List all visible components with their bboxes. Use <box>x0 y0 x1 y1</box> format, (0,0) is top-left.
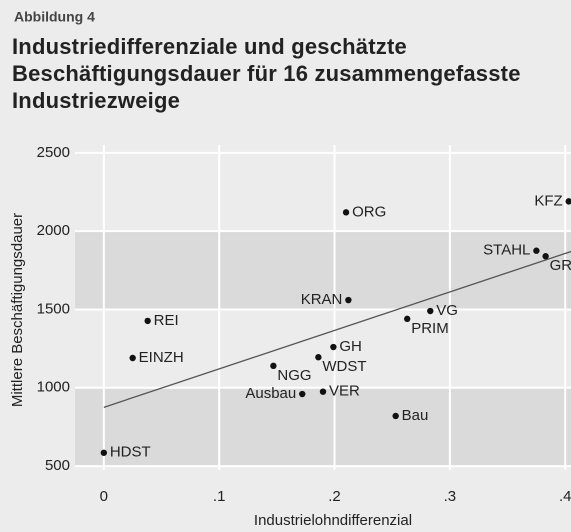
plot-area: 500 1000 1500 2000 2500 0 .1 .2 .3 .4 HDST EINZH REI… <box>37 144 571 505</box>
point-label: HDST <box>110 444 151 461</box>
point-label: GRP <box>550 257 571 274</box>
point-label: VG <box>436 302 458 319</box>
chart-title: Beschäftigungsdauer für 16 zusammengefas… <box>12 61 521 86</box>
point <box>342 209 350 216</box>
trend-line <box>103 250 571 408</box>
point-label: KFZ <box>534 192 562 209</box>
point-label: Ausbau <box>245 385 296 402</box>
point-label: GH <box>339 338 362 355</box>
point <box>330 343 337 351</box>
point-label: WDST <box>322 358 366 375</box>
x-axis-label: Industrielohndifferenzial <box>254 512 412 529</box>
x-tick-label: .2 <box>328 488 341 505</box>
point <box>404 315 411 323</box>
chart-title: Industriedifferenziale und geschätzte <box>12 34 407 59</box>
point <box>299 390 306 398</box>
x-tick-label: .3 <box>444 488 457 505</box>
point <box>100 449 108 456</box>
point-label: PRIM <box>411 320 449 337</box>
point <box>129 354 136 362</box>
chart-title: Industriezweige <box>12 88 180 113</box>
point <box>392 412 399 420</box>
point-label: ORG <box>352 203 386 220</box>
y-tick-label: 1500 <box>37 300 70 317</box>
point <box>345 296 352 304</box>
point <box>565 198 571 205</box>
point-label: STAHL <box>483 242 530 259</box>
point-label: Bau <box>402 407 429 424</box>
y-axis-label: Mittlere Beschäftigungsdauer <box>9 213 26 407</box>
y-tick-label: 500 <box>45 457 70 474</box>
point <box>542 253 549 260</box>
x-tick-label: .1 <box>213 488 226 505</box>
y-tick-label: 2500 <box>37 144 70 161</box>
x-tick-label: .4 <box>559 488 571 505</box>
point-label: NGG <box>277 367 311 384</box>
point <box>270 362 277 370</box>
supertitle: Abbildung 4 <box>14 9 95 25</box>
band <box>75 387 571 467</box>
y-tick-label: 1000 <box>37 379 70 396</box>
point-label: VER <box>329 383 360 400</box>
y-tick-label: 2000 <box>37 222 70 239</box>
point-label: EINZH <box>139 349 184 366</box>
x-tick-label: 0 <box>100 488 108 505</box>
point <box>144 317 151 325</box>
point <box>315 354 322 361</box>
band <box>75 231 571 310</box>
point <box>319 388 327 395</box>
point-label: KRAN <box>301 291 343 308</box>
point <box>427 307 434 315</box>
point <box>533 247 540 254</box>
point-label: REI <box>154 312 179 329</box>
